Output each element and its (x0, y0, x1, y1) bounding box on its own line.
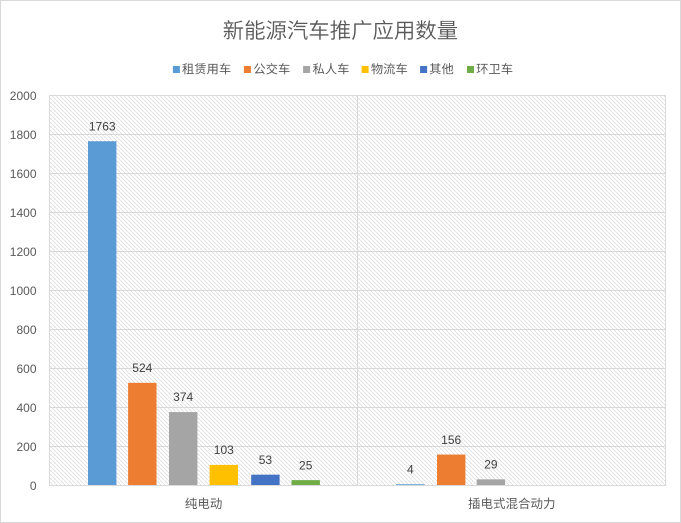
svg-text:524: 524 (132, 361, 152, 375)
svg-text:1763: 1763 (89, 119, 116, 133)
svg-text:1800: 1800 (10, 128, 37, 142)
svg-text:53: 53 (259, 453, 273, 467)
svg-text:156: 156 (441, 433, 461, 447)
svg-text:200: 200 (16, 440, 36, 454)
svg-text:2000: 2000 (10, 89, 37, 103)
svg-text:0: 0 (30, 479, 37, 493)
svg-text:1200: 1200 (10, 245, 37, 259)
svg-text:800: 800 (16, 323, 36, 337)
svg-text:25: 25 (299, 458, 313, 472)
svg-text:1600: 1600 (10, 167, 37, 181)
svg-text:374: 374 (173, 390, 193, 404)
svg-text:400: 400 (16, 401, 36, 415)
svg-text:1000: 1000 (10, 284, 37, 298)
svg-text:4: 4 (407, 462, 414, 476)
svg-text:1400: 1400 (10, 206, 37, 220)
svg-text:29: 29 (484, 458, 498, 472)
svg-text:103: 103 (214, 443, 234, 457)
svg-text:600: 600 (16, 362, 36, 376)
